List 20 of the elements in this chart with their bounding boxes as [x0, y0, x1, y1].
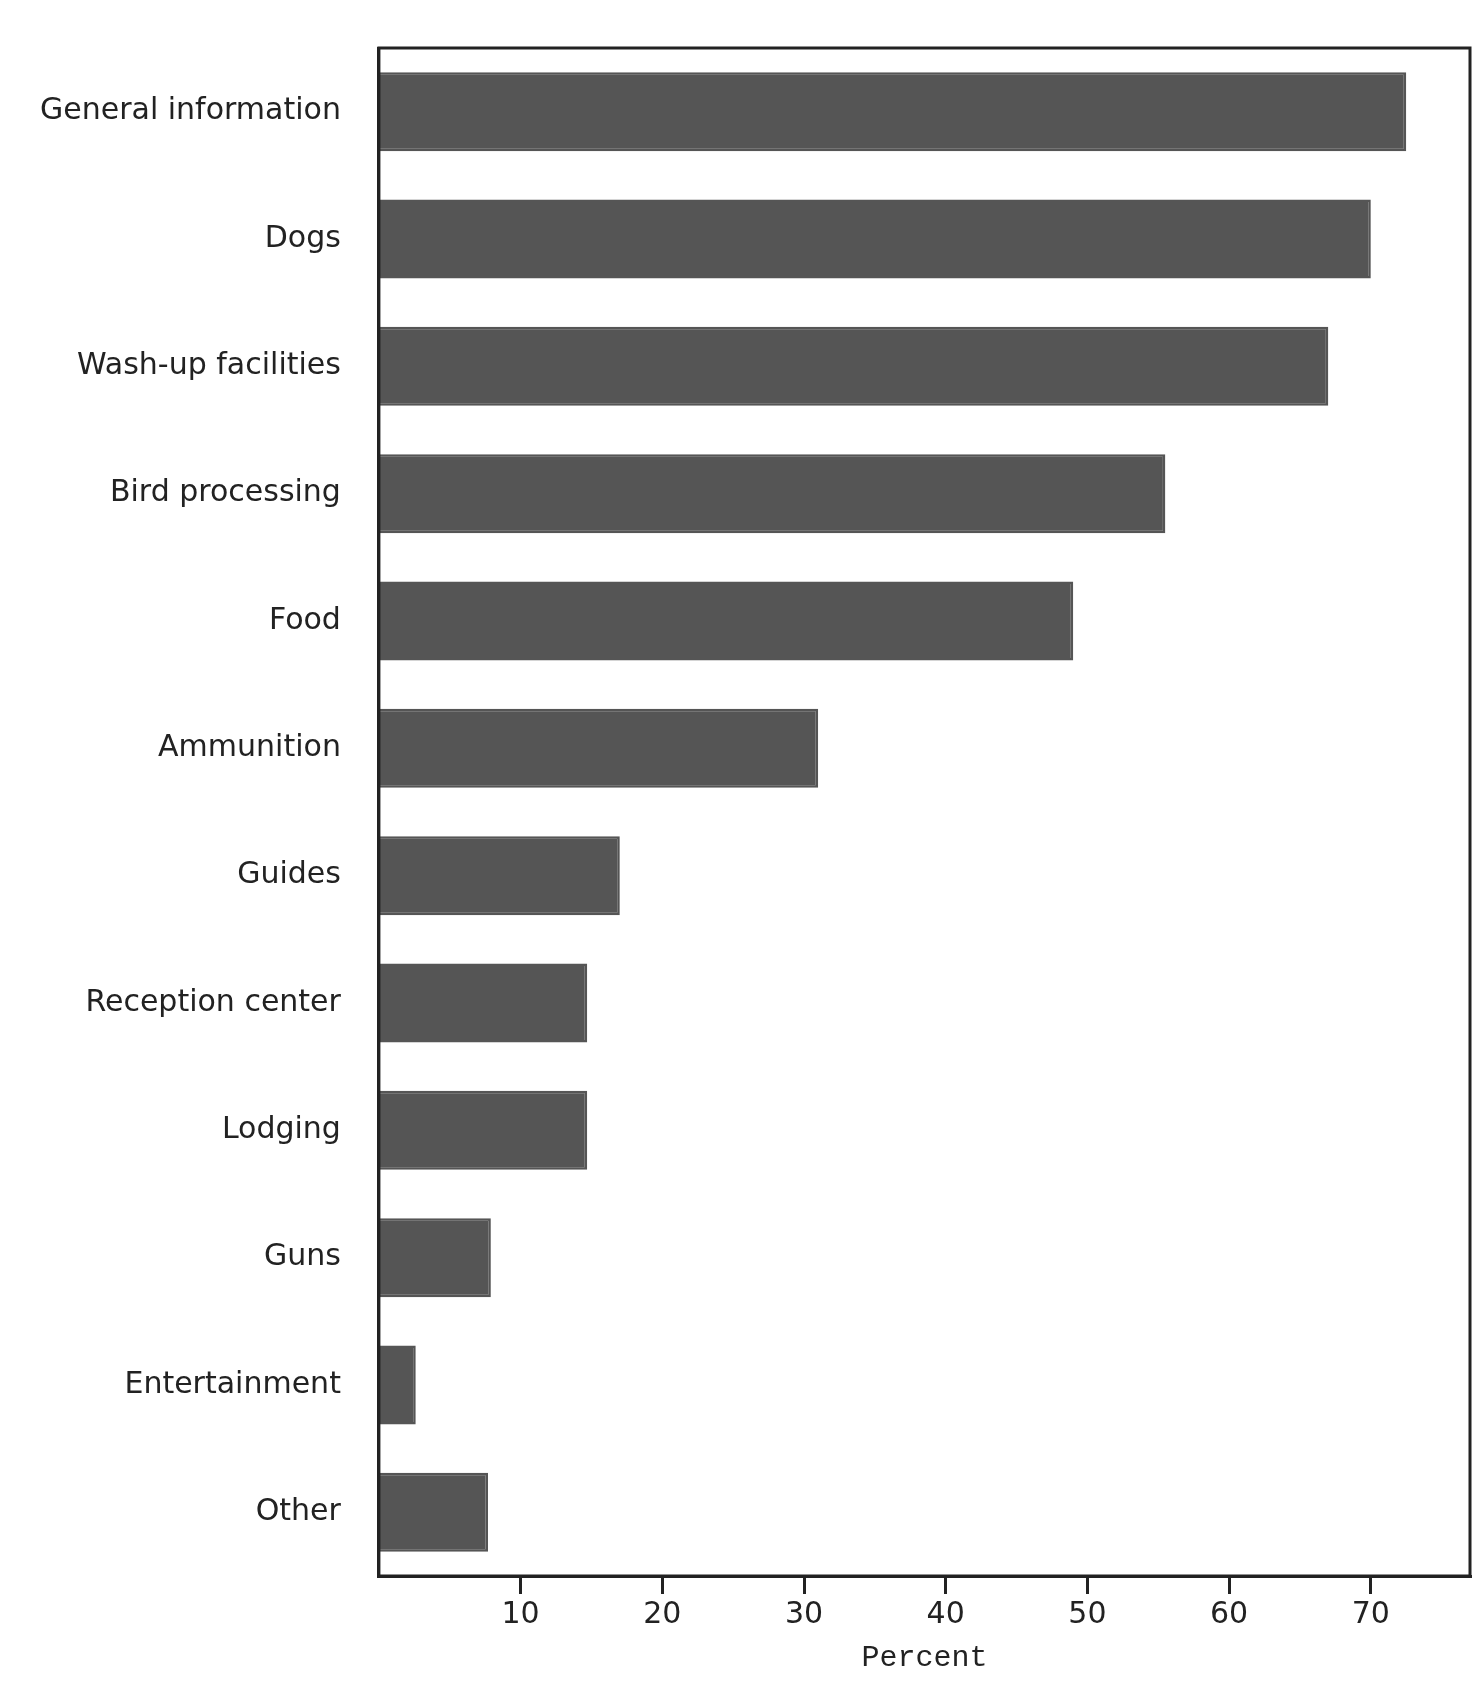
- y-tick-label: Dogs: [264, 218, 341, 254]
- y-tick-label: Ammunition: [158, 728, 341, 764]
- x-tick-label: 30: [784, 1594, 824, 1630]
- x-axis-title: Percent: [861, 1640, 988, 1675]
- y-tick-label: Other: [255, 1492, 342, 1528]
- x-tick-label: 10: [501, 1594, 540, 1630]
- y-tick-label: Bird processing: [109, 473, 341, 509]
- y-tick-label: Guides: [237, 855, 341, 891]
- x-tick-label: 60: [1210, 1594, 1249, 1630]
- y-tick-label: Wash-up facilities: [77, 346, 341, 382]
- y-tick-label: Reception center: [85, 982, 342, 1018]
- x-tick-label: 70: [1351, 1594, 1390, 1630]
- y-tick-label: Food: [268, 600, 341, 636]
- x-tick-label: 20: [643, 1594, 682, 1630]
- x-tick-label: 40: [926, 1594, 965, 1630]
- y-tick-label: Lodging: [221, 1110, 341, 1146]
- y-tick-label: Guns: [264, 1237, 341, 1273]
- y-tick-label: Entertainment: [124, 1364, 342, 1400]
- x-tick-label: 50: [1068, 1594, 1107, 1630]
- y-tick-label: General information: [39, 91, 341, 127]
